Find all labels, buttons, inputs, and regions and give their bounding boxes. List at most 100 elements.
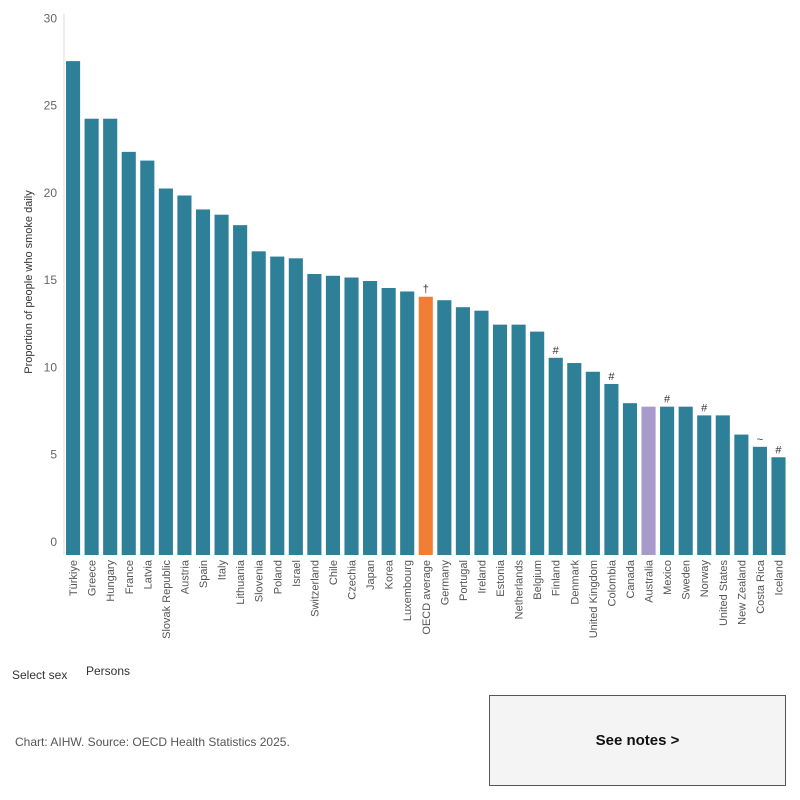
bar-mexico[interactable] [660, 406, 675, 555]
x-tick-label: Netherlands [514, 560, 526, 620]
chart-source: Chart: AIHW. Source: OECD Health Statist… [15, 735, 290, 749]
y-tick-label: 20 [44, 186, 58, 200]
annotation-marks: † # # # # ~ # [423, 284, 783, 457]
x-tick-label: Latvia [142, 559, 154, 589]
x-tick-label: Türkiye [68, 560, 80, 596]
y-tick-label: 10 [44, 360, 58, 374]
x-tick-label: Iceland [773, 560, 785, 595]
bar-korea[interactable] [381, 287, 396, 555]
bar-colombia[interactable] [604, 383, 619, 555]
bar-annotation-mark: # [701, 402, 708, 414]
bar-new-zealand[interactable] [734, 434, 749, 555]
bar-slovak-republic[interactable] [158, 188, 173, 555]
bar-germany[interactable] [437, 300, 452, 555]
bar-annotation-mark: # [664, 394, 671, 406]
bar-netherlands[interactable] [511, 324, 526, 555]
bar-finland[interactable] [548, 357, 563, 555]
x-tick-label: Chile [328, 560, 340, 585]
bar-annotation-mark: ~ [757, 434, 763, 446]
x-tick-label: United States [718, 560, 730, 627]
x-tick-label: Czechia [347, 559, 359, 600]
bar-lithuania[interactable] [233, 225, 248, 555]
x-tick-label: Hungary [105, 560, 117, 602]
bar-belgium[interactable] [530, 331, 545, 555]
x-tick-label: Colombia [606, 559, 618, 606]
bar-portugal[interactable] [455, 307, 470, 555]
see-notes-button[interactable]: See notes > [489, 695, 786, 786]
x-tick-label: OECD average [421, 560, 433, 635]
bar-oecd-average[interactable] [418, 296, 433, 555]
x-tick-label: Portugal [458, 560, 470, 601]
x-tick-label: United Kingdom [588, 560, 600, 638]
y-tick-label: 25 [44, 99, 58, 113]
bar-hungary[interactable] [103, 118, 118, 556]
y-tick-label: 5 [50, 448, 57, 462]
x-tick-label: Israel [291, 560, 303, 587]
x-tick-label: Australia [644, 559, 656, 603]
bar-chile[interactable] [325, 275, 341, 555]
sex-filter-value[interactable]: Persons [86, 664, 131, 678]
x-tick-label: Belgium [532, 560, 544, 600]
x-tick-label: Greece [87, 560, 99, 596]
bar-ireland[interactable] [474, 310, 489, 555]
bar-annotation-mark: # [553, 345, 560, 357]
bar-australia[interactable] [641, 406, 656, 555]
y-tick-label: 0 [50, 535, 57, 549]
bar-spain[interactable] [195, 209, 211, 555]
x-tick-label: Switzerland [309, 560, 321, 617]
x-tick-label: New Zealand [736, 560, 748, 625]
bar-united-kingdom[interactable] [585, 371, 600, 555]
bar-austria[interactable] [177, 195, 192, 556]
x-tick-label: Costa Rica [755, 559, 767, 614]
x-tick-label: Finland [551, 560, 563, 596]
bar-t-rkiye[interactable] [66, 61, 81, 556]
y-ticks: 0 5 10 15 20 25 30 [44, 11, 58, 549]
bar-denmark[interactable] [567, 363, 582, 555]
bar-iceland[interactable] [771, 457, 786, 555]
bar-united-states[interactable] [715, 415, 730, 555]
bar-france[interactable] [121, 151, 136, 555]
x-tick-label: Lithuania [235, 559, 247, 605]
bar-japan[interactable] [363, 281, 378, 555]
x-tick-label: Denmark [569, 560, 581, 605]
x-tick-label: Korea [384, 559, 396, 589]
select-sex-label: Select sex [12, 668, 68, 682]
bar-canada[interactable] [622, 403, 638, 555]
x-tick-label: Slovenia [254, 559, 266, 602]
x-tick-label: Italy [217, 560, 229, 581]
y-tick-label: 30 [44, 11, 58, 25]
bar-annotation-mark: † [423, 284, 429, 296]
x-tick-label: Poland [272, 560, 284, 594]
bar-norway[interactable] [697, 415, 712, 555]
x-tick-label: Mexico [662, 560, 674, 595]
bar-luxembourg[interactable] [400, 291, 415, 555]
x-tick-labels: Türkiye Greece Hungary France Latvia Slovak R… [68, 559, 785, 639]
x-tick-label: Ireland [476, 560, 488, 594]
bar-sweden[interactable] [678, 406, 693, 555]
x-tick-label: France [124, 560, 136, 594]
bar-switzerland[interactable] [307, 274, 322, 555]
bar-italy[interactable] [214, 214, 229, 555]
bar-greece[interactable] [84, 118, 99, 556]
x-tick-label: Estonia [495, 559, 507, 597]
x-tick-label: Slovak Republic [161, 560, 173, 639]
bar-czechia[interactable] [344, 277, 359, 555]
bar-costa-rica[interactable] [752, 446, 767, 555]
x-tick-label: Spain [198, 560, 210, 588]
bar-israel[interactable] [288, 258, 303, 555]
bar-annotation-mark: # [775, 444, 782, 456]
x-tick-label: Canada [625, 559, 637, 598]
bar-annotation-mark: # [608, 371, 615, 383]
x-tick-label: Austria [179, 559, 191, 594]
bar-slovenia[interactable] [251, 251, 266, 555]
x-tick-label: Germany [439, 560, 451, 606]
x-tick-label: Japan [365, 560, 377, 590]
bar-poland[interactable] [270, 256, 285, 555]
bar-latvia[interactable] [140, 160, 155, 555]
bar-estonia[interactable] [492, 324, 508, 555]
bars [66, 61, 786, 556]
x-tick-label: Luxembourg [402, 560, 414, 621]
y-axis-title: Proportion of people who smoke daily [23, 190, 35, 374]
bar-chart: 0 5 10 15 20 25 30 † # # # # ~ # Türkiye Greece Hungar… [23, 11, 786, 639]
y-tick-label: 15 [44, 273, 58, 287]
